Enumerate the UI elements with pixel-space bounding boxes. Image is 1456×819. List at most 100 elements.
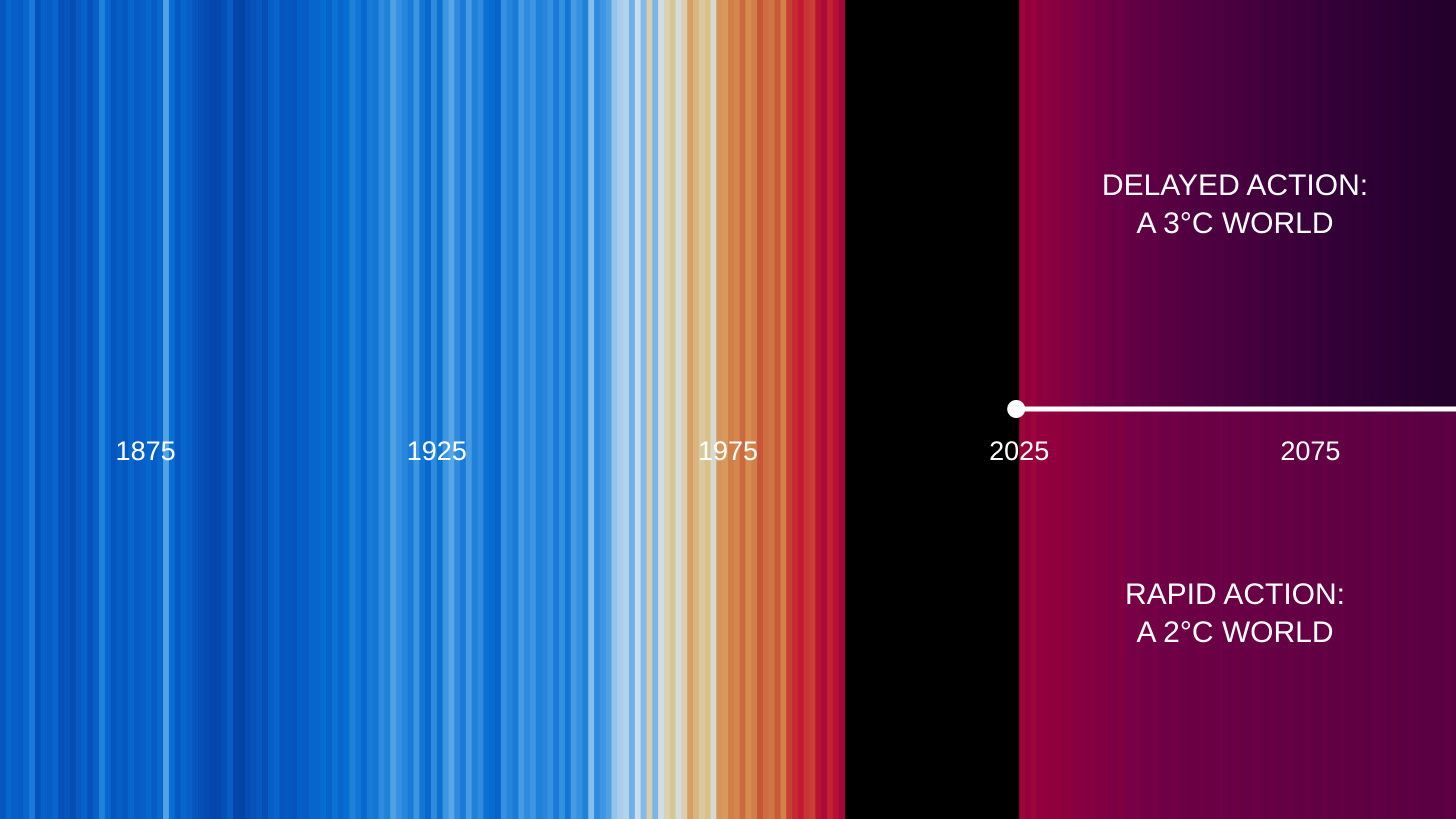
stripe-historical (564, 0, 572, 819)
stripe-projection-rapid (1228, 409, 1236, 819)
stripe-historical (780, 0, 787, 819)
stripe-historical (320, 0, 327, 819)
stripe-projection-delayed (1240, 0, 1247, 409)
stripe-historical (133, 0, 141, 819)
stripe-projection-delayed (1112, 0, 1119, 409)
stripe-historical (5, 0, 13, 819)
stripe-projection-rapid (1025, 409, 1032, 819)
stripe-projection-delayed (1304, 0, 1311, 409)
stripe-historical (151, 0, 158, 819)
stripe-historical (390, 0, 397, 819)
stripe-historical (751, 0, 758, 819)
stripe-historical (489, 0, 496, 819)
stripe-historical (46, 0, 54, 819)
stripe-historical (570, 0, 578, 819)
tick-label-1975: 1975 (697, 436, 759, 466)
stripe-projection-rapid (1240, 409, 1247, 819)
stripe-projection-delayed (1380, 0, 1387, 409)
stripe-projection-delayed (1316, 0, 1323, 409)
scenario-delayed-line1: DELAYED ACTION: (1101, 169, 1369, 202)
stripe-projection-rapid (1252, 409, 1259, 819)
stripe-projection-rapid (1089, 409, 1096, 819)
stripe-projection-delayed (1287, 0, 1294, 409)
stripe-projection-rapid (1176, 409, 1183, 819)
stripe-projection-rapid (1036, 409, 1044, 819)
stripe-historical (58, 0, 65, 819)
stripe-historical (518, 0, 525, 819)
stripe-historical (238, 0, 246, 819)
stripe-historical (128, 0, 135, 819)
stripe-historical (407, 0, 415, 819)
stripe-projection-delayed (1077, 0, 1084, 409)
stripe-historical (594, 0, 601, 819)
stripe-projection-rapid (1409, 409, 1416, 819)
stripe-projection-rapid (1211, 409, 1218, 819)
stripe-historical (273, 0, 281, 819)
stripe-projection-delayed (1042, 0, 1049, 409)
stripe-projection-rapid (1339, 409, 1346, 819)
stripe-historical (110, 0, 118, 819)
stripe-projection-delayed (1054, 0, 1061, 409)
stripe-projection-delayed (1281, 0, 1288, 409)
stripe-projection-delayed (1310, 0, 1317, 409)
stripe-projection-delayed (1421, 0, 1428, 409)
stripe-projection-rapid (1426, 409, 1434, 819)
stripe-historical (168, 0, 176, 819)
stripe-historical (23, 0, 30, 819)
stripe-projection-rapid (1112, 409, 1119, 819)
stripe-projection-delayed (1397, 0, 1405, 409)
stripe-historical (122, 0, 129, 819)
stripe-projection-rapid (1450, 409, 1456, 819)
stripe-historical (792, 0, 799, 819)
stripe-historical (716, 0, 723, 819)
stripe-historical (232, 0, 240, 819)
stripe-historical (256, 0, 263, 819)
stripe-historical (186, 0, 193, 819)
stripe-projection-rapid (1030, 409, 1038, 819)
stripe-projection-rapid (1298, 409, 1306, 819)
stripe-historical (291, 0, 298, 819)
stripe-historical (448, 0, 455, 819)
stripe-historical (87, 0, 94, 819)
stripe-historical (582, 0, 589, 819)
stripe-historical (227, 0, 234, 819)
stripe-historical (722, 0, 729, 819)
stripe-historical (192, 0, 199, 819)
stripe-projection-rapid (1292, 409, 1300, 819)
stripe-projection-delayed (1386, 0, 1393, 409)
tick-label-2075: 2075 (1280, 436, 1341, 466)
stripe-historical (262, 0, 269, 819)
stripe-projection-delayed (1228, 0, 1236, 409)
stripe-historical (203, 0, 211, 819)
stripe-historical (401, 0, 409, 819)
stripe-projection-delayed (1292, 0, 1300, 409)
stripe-historical (471, 0, 479, 819)
stripe-projection-delayed (1257, 0, 1265, 409)
stripe-projection-delayed (1322, 0, 1329, 409)
stripe-historical (733, 0, 741, 819)
stripe-projection-rapid (1246, 409, 1253, 819)
stripe-projection-delayed (1193, 0, 1201, 409)
stripe-historical (500, 0, 508, 819)
stripe-historical (64, 0, 71, 819)
stripe-projection-rapid (1124, 409, 1131, 819)
stripe-projection-rapid (1386, 409, 1393, 819)
stripe-projection-delayed (1025, 0, 1032, 409)
stripe-historical (640, 0, 648, 819)
stripe-projection-rapid (1432, 409, 1440, 819)
stripe-historical (378, 0, 385, 819)
stripe-historical (384, 0, 391, 819)
stripe-projection-delayed (1199, 0, 1207, 409)
stripe-projection-delayed (1089, 0, 1096, 409)
stripe-historical (198, 0, 205, 819)
stripe-projection-delayed (1176, 0, 1183, 409)
stripe-projection-delayed (1188, 0, 1195, 409)
stripe-historical (104, 0, 112, 819)
stripe-historical (710, 0, 717, 819)
stripe-projection-rapid (1193, 409, 1201, 819)
stripe-projection-rapid (1083, 409, 1090, 819)
stripe-projection-rapid (1182, 409, 1189, 819)
stripe-historical (361, 0, 368, 819)
stripe-historical (541, 0, 549, 819)
